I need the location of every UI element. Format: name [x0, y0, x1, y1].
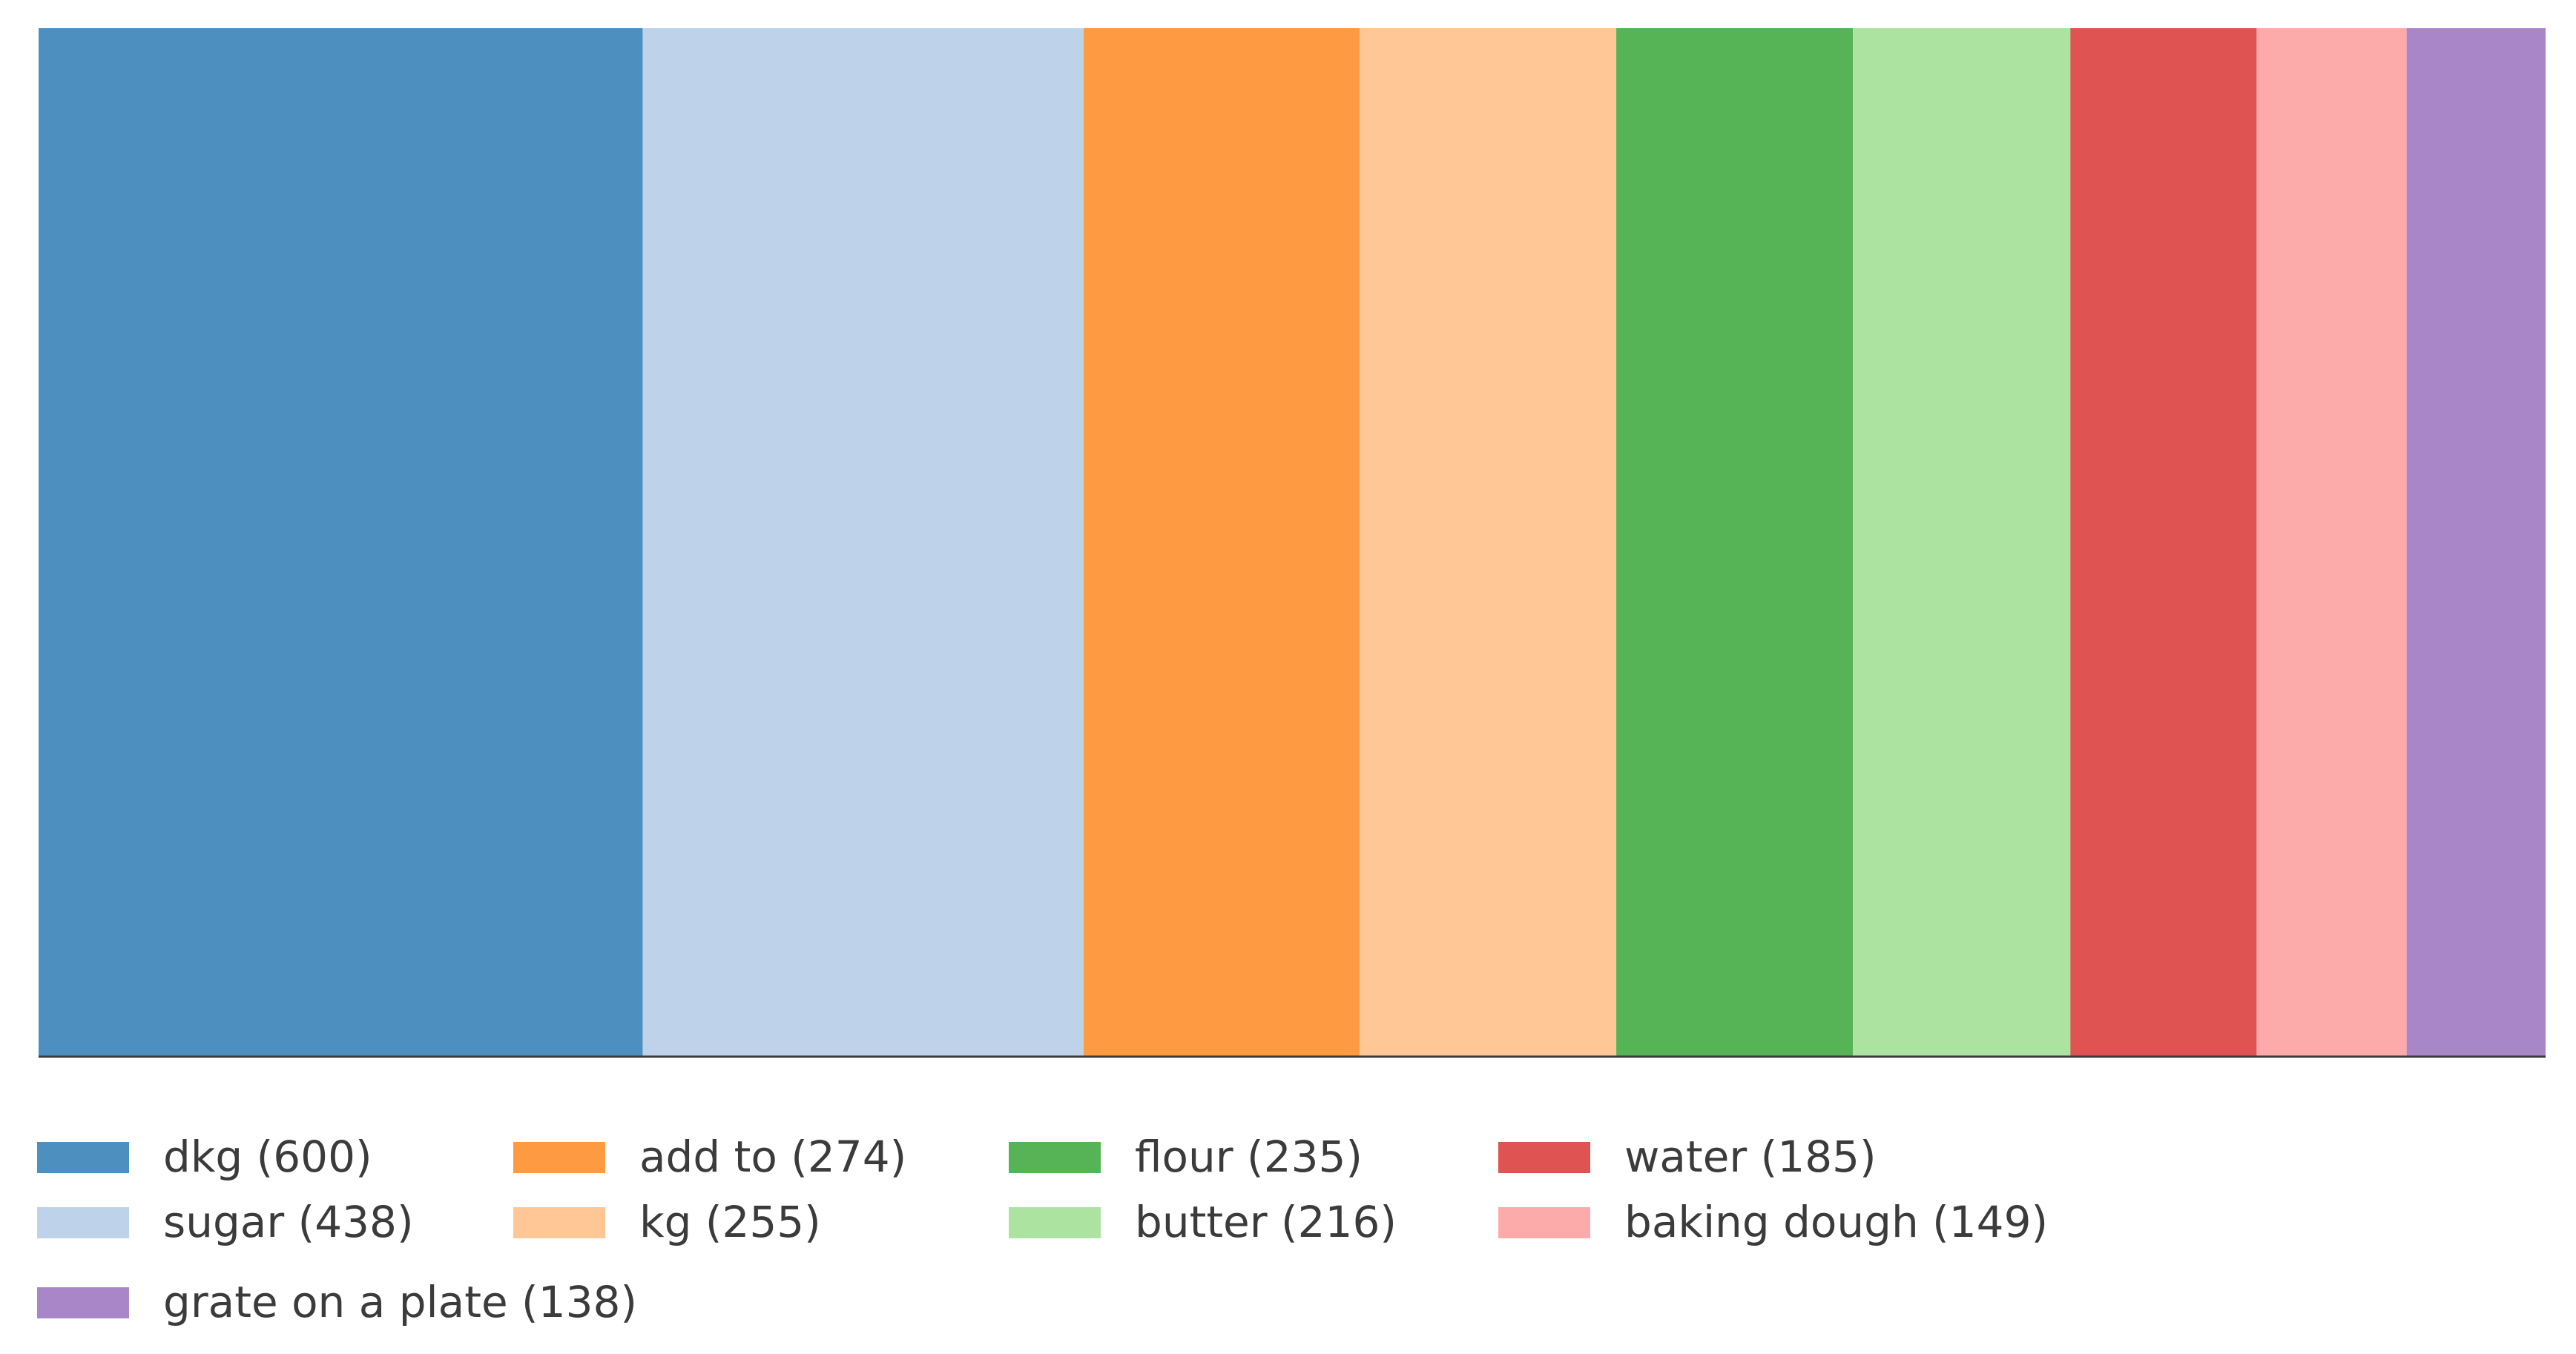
- legend-label-sugar: sugar (438): [163, 1197, 414, 1247]
- bar-water: [2070, 28, 2257, 1056]
- bar-kg: [1359, 28, 1617, 1056]
- bar-grate-on-a-plate: [2406, 28, 2546, 1056]
- legend-label-baking-dough: baking dough (149): [1624, 1197, 2048, 1247]
- bar-add-to: [1084, 28, 1360, 1056]
- bar-baking-dough: [2256, 28, 2407, 1056]
- legend-swatch-butter: [1009, 1207, 1101, 1238]
- legend-layer: dkg (600) sugar (438) add to (274) kg (255)…: [37, 1132, 2048, 1327]
- legend-swatch-dkg: [37, 1142, 129, 1173]
- legend-swatch-kg: [513, 1207, 605, 1238]
- bars-layer: [39, 28, 2546, 1058]
- legend-swatch-flour: [1009, 1142, 1101, 1173]
- legend-label-water: water (185): [1624, 1132, 1877, 1182]
- bar-sugar: [642, 28, 1084, 1056]
- legend-label-butter: butter (216): [1135, 1197, 1397, 1247]
- legend-label-grate-on-a-plate: grate on a plate (138): [163, 1277, 637, 1327]
- legend-swatch-sugar: [37, 1207, 129, 1238]
- legend-swatch-baking-dough: [1498, 1207, 1590, 1238]
- legend-label-add-to: add to (274): [639, 1132, 906, 1182]
- legend-swatch-add-to: [513, 1142, 605, 1173]
- legend-swatch-grate-on-a-plate: [37, 1287, 129, 1318]
- legend-label-dkg: dkg (600): [163, 1132, 372, 1182]
- bar-dkg: [39, 28, 643, 1056]
- bar-flour: [1616, 28, 1854, 1056]
- legend-label-kg: kg (255): [639, 1197, 821, 1247]
- legend-label-flour: flour (235): [1135, 1132, 1363, 1182]
- legend-swatch-water: [1498, 1142, 1590, 1173]
- bar-butter: [1853, 28, 2071, 1056]
